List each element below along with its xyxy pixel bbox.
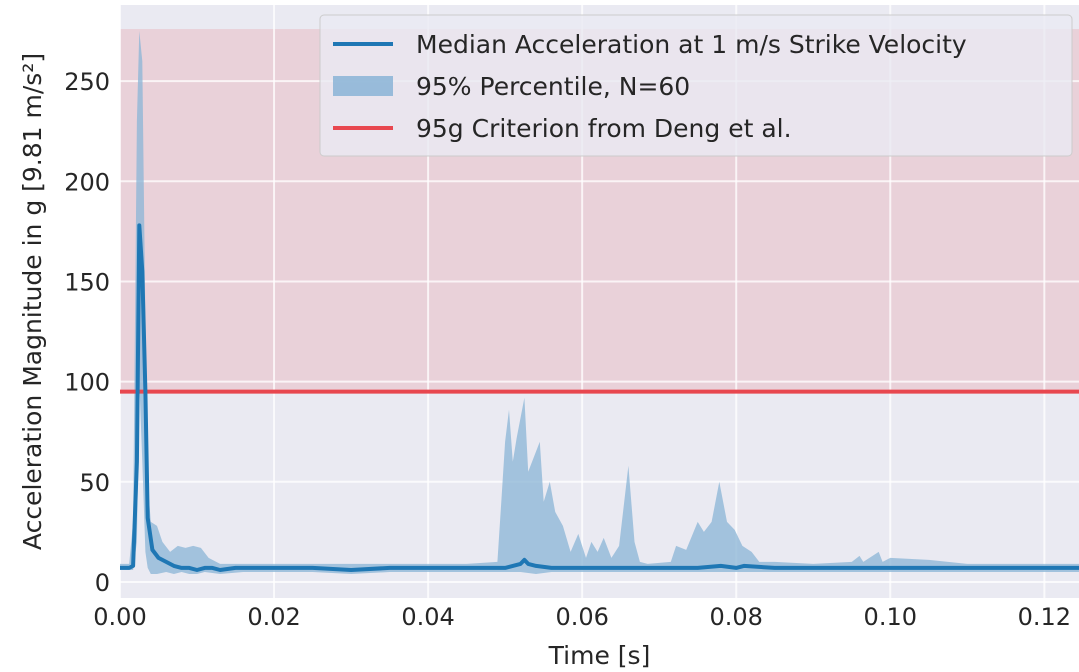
legend: Median Acceleration at 1 m/s Strike Velo…: [319, 14, 1073, 157]
y-tick-label: 50: [79, 469, 110, 497]
legend-criterion-label: 95g Criterion from Deng et al.: [416, 114, 792, 143]
x-tick-label: 0.12: [1018, 603, 1071, 631]
y-ticks: 0 50 100 150 200 250: [64, 68, 110, 597]
x-tick-label: 0.06: [555, 603, 608, 631]
y-tick-label: 150: [64, 268, 110, 296]
x-tick-label: 0.02: [247, 603, 300, 631]
y-tick-label: 100: [64, 369, 110, 397]
y-tick-label: 200: [64, 168, 110, 196]
x-tick-label: 0.04: [401, 603, 454, 631]
x-tick-label: 0.08: [710, 603, 763, 631]
x-tick-label: 0.00: [93, 603, 146, 631]
x-axis-label: Time [s]: [548, 641, 651, 670]
y-axis-label: Acceleration Magnitude in g [9.81 m/s²]: [18, 53, 47, 550]
legend-box: [319, 14, 1073, 157]
y-tick-label: 250: [64, 68, 110, 96]
legend-band-label: 95% Percentile, N=60: [416, 72, 690, 101]
y-tick-label: 0: [95, 569, 110, 597]
median-line: [120, 223, 1079, 572]
x-ticks: 0.00 0.02 0.04 0.06 0.08 0.10 0.12: [93, 603, 1071, 631]
legend-band-swatch: [333, 76, 393, 96]
x-tick-label: 0.10: [864, 603, 917, 631]
legend-median-label: Median Acceleration at 1 m/s Strike Velo…: [416, 30, 967, 59]
